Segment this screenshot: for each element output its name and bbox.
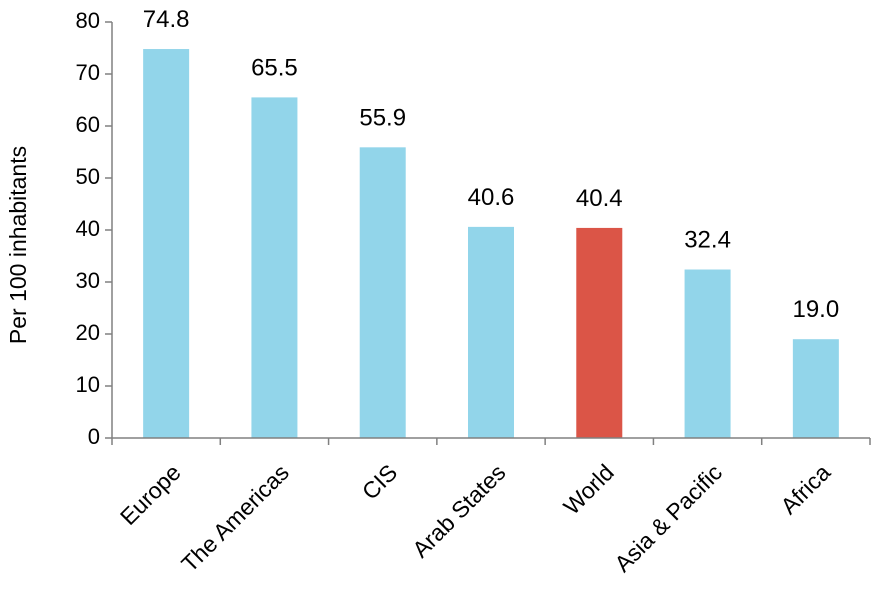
bar-arab-states	[468, 226, 514, 438]
data-label: 65.5	[251, 54, 298, 81]
bars	[143, 49, 839, 439]
y-axis: 0 10 20 30 40 50 60 70 80	[76, 8, 112, 449]
y-tick-label: 70	[76, 60, 100, 85]
x-tick-label: World	[558, 459, 619, 520]
y-tick-label: 0	[88, 424, 100, 449]
bar-cis	[359, 147, 406, 438]
y-tick-label: 40	[76, 216, 100, 241]
y-tick-label: 10	[76, 372, 100, 397]
y-tick-label: 20	[76, 320, 100, 345]
data-label: 32.4	[684, 227, 731, 254]
data-label: 74.8	[143, 6, 190, 33]
data-label: 19.0	[792, 296, 839, 323]
y-tick-label: 80	[76, 8, 100, 33]
data-label: 40.4	[576, 185, 623, 212]
x-tick-label: Africa	[775, 459, 835, 519]
x-tick-label: Asia & Pacific	[609, 459, 727, 577]
bar-europe	[143, 49, 190, 438]
data-labels: 74.8 65.5 55.9 40.6 40.4 32.4 19.0	[143, 6, 839, 323]
y-axis-title: Per 100 inhabitants	[5, 146, 31, 344]
x-tick-label: Europe	[115, 459, 186, 530]
bar-world	[576, 227, 623, 438]
bar-asia-pacific	[684, 269, 731, 438]
bar-africa	[792, 339, 839, 438]
data-label: 55.9	[359, 104, 406, 131]
data-label: 40.6	[468, 184, 515, 211]
y-tick-label: 60	[76, 112, 100, 137]
y-tick-label: 30	[76, 268, 100, 293]
x-tick-label: The Americas	[176, 459, 294, 577]
y-tick-label: 50	[76, 164, 100, 189]
x-tick-label: Arab States	[407, 459, 510, 562]
bar-the-americas	[251, 97, 298, 439]
x-tick-label: CIS	[357, 459, 402, 504]
